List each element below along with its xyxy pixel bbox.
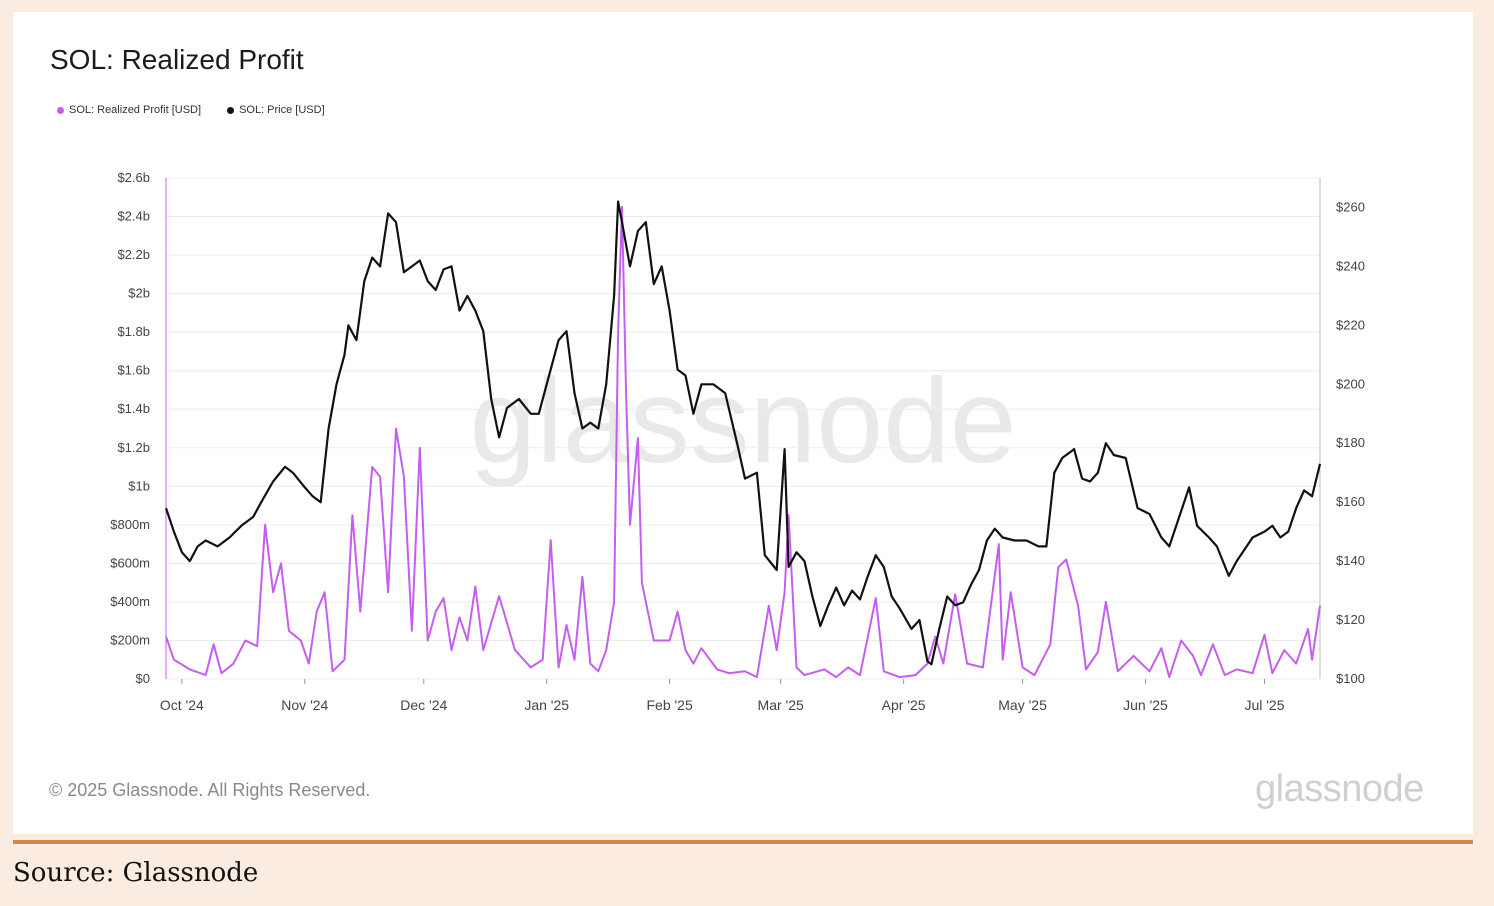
y-right-tick-label: $160	[1336, 494, 1365, 509]
x-tick-label: Dec '24	[400, 697, 447, 713]
y-right-tick-label: $200	[1336, 376, 1365, 391]
y-left-tick-label: $2.6b	[117, 170, 150, 185]
x-tick-label: Apr '25	[882, 697, 926, 713]
y-right-tick-label: $240	[1336, 258, 1365, 273]
y-left-tick-label: $2.4b	[117, 209, 150, 224]
series-line-price	[164, 200, 1322, 666]
chart-card: SOL: Realized Profit SOL: Realized Profi…	[13, 12, 1473, 834]
legend-item-price[interactable]: SOL: Price [USD]	[227, 104, 325, 116]
y-left-tick-label: $600m	[110, 555, 150, 570]
y-left-tick-label: $0	[136, 671, 150, 686]
source-caption: Source: Glassnode	[13, 858, 259, 888]
x-tick-label: Jul '25	[1244, 697, 1284, 713]
copyright-text: © 2025 Glassnode. All Rights Reserved.	[49, 780, 371, 800]
legend-label-price: SOL: Price [USD]	[239, 104, 325, 116]
y-right-tick-label: $180	[1336, 435, 1365, 450]
y-right-tick-label: $220	[1336, 317, 1365, 332]
y-left-tick-label: $1.8b	[117, 324, 150, 339]
grid-lines	[166, 177, 1320, 680]
axes: $0 $200m $400m $600m $800m $1b $1.2b $1.4b $1.6b…	[110, 170, 1365, 713]
x-tick-label: Nov '24	[281, 697, 328, 713]
y-left-tick-label: $2.2b	[117, 247, 150, 262]
x-tick-label: May '25	[998, 697, 1047, 713]
y-left-tick-label: $1.2b	[117, 440, 150, 455]
divider-rule	[13, 840, 1473, 844]
x-tick-label: Oct '24	[160, 697, 204, 713]
legend-dot-realized-profit	[57, 106, 64, 114]
y-left-tick-label: $2b	[128, 286, 150, 301]
chart-title: SOL: Realized Profit	[50, 44, 304, 75]
y-right-tick-label: $140	[1336, 553, 1365, 568]
legend-item-realized-profit[interactable]: SOL: Realized Profit [USD]	[57, 104, 201, 116]
y-left-tick-label: $200m	[110, 632, 150, 647]
x-tick-label: Feb '25	[647, 697, 693, 713]
y-right-tick-label: $260	[1336, 199, 1365, 214]
y-left-tick-label: $1.6b	[117, 363, 150, 378]
brand-logo-text: glassnode	[1255, 768, 1424, 810]
y-right-tick-label: $120	[1336, 612, 1365, 627]
y-left-tick-label: $1.4b	[117, 401, 150, 416]
legend: SOL: Realized Profit [USD] SOL: Price [U…	[57, 104, 325, 116]
x-tick-label: Jan '25	[524, 697, 569, 713]
series-layer	[164, 200, 1322, 679]
y-left-tick-label: $1b	[128, 478, 150, 493]
x-tick-label: Jun '25	[1123, 697, 1168, 713]
legend-dot-price	[227, 106, 235, 114]
y-left-tick-label: $400m	[110, 594, 150, 609]
x-tick-label: Mar '25	[758, 697, 804, 713]
chart-plot[interactable]: glassnode $0$200m$400m$600m$800m$1b$1.2b…	[13, 12, 1473, 752]
y-right-tick-label: $100	[1336, 671, 1365, 686]
y-left-tick-label: $800m	[110, 517, 150, 532]
legend-label-realized-profit: SOL: Realized Profit [USD]	[69, 104, 202, 116]
series-line-realized-profit	[165, 205, 1321, 679]
